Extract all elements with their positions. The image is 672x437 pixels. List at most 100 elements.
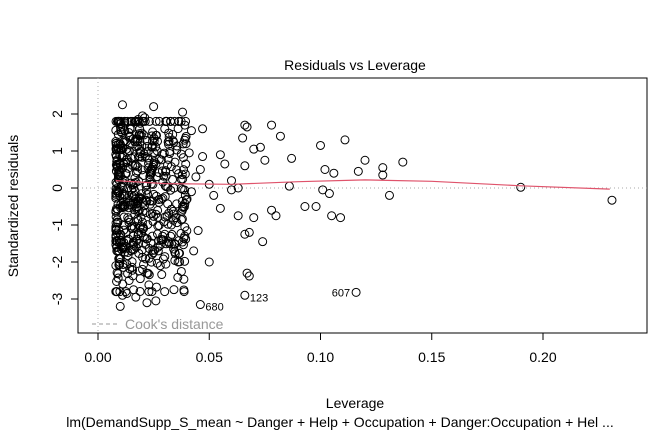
data-point (191, 172, 201, 182)
y-tick-label: 0 (49, 184, 65, 192)
data-point (115, 254, 125, 264)
data-point (178, 107, 188, 117)
data-point (181, 234, 191, 244)
data-point (158, 193, 168, 203)
data-point (139, 130, 149, 140)
data-point (181, 139, 191, 149)
x-tick-label: 0.05 (196, 349, 223, 365)
data-point (233, 211, 243, 221)
data-point (240, 229, 250, 239)
data-point (179, 165, 189, 175)
data-point (179, 274, 189, 284)
plot-frame (77, 77, 648, 334)
data-point (111, 149, 121, 159)
data-point (198, 152, 208, 162)
data-point (142, 180, 152, 190)
data-point (186, 126, 196, 136)
data-point (167, 229, 177, 239)
data-point (111, 189, 121, 199)
data-point (384, 190, 394, 200)
data-point (145, 196, 155, 206)
y-tick-label: 1 (49, 147, 65, 155)
data-point (118, 259, 128, 269)
data-point (161, 116, 171, 126)
data-point (139, 259, 149, 269)
data-point (284, 181, 294, 191)
data-point (128, 134, 138, 144)
data-point (329, 168, 339, 178)
data-point (161, 167, 171, 177)
data-point (178, 139, 188, 149)
data-point (116, 200, 126, 210)
data-point (166, 204, 176, 214)
x-tick-label: 0.00 (84, 349, 111, 365)
data-point (176, 228, 186, 238)
data-point (287, 153, 297, 163)
data-point (149, 102, 159, 112)
data-point (135, 286, 145, 296)
data-point (158, 235, 168, 245)
data-point (124, 215, 134, 225)
data-point (173, 272, 183, 282)
data-point (133, 206, 143, 216)
data-point (125, 200, 135, 210)
data-point (151, 116, 161, 126)
data-point (138, 252, 148, 262)
data-point (131, 292, 141, 302)
point-label: 123 (250, 292, 268, 304)
data-point (167, 239, 177, 249)
data-point (260, 155, 270, 165)
data-point (120, 136, 130, 146)
data-point (134, 266, 144, 276)
data-point (178, 153, 188, 163)
data-point (111, 140, 121, 150)
data-point (204, 257, 214, 267)
data-point (111, 240, 121, 250)
data-point (111, 138, 121, 148)
data-point (123, 183, 133, 193)
data-point (128, 271, 138, 281)
data-point (136, 212, 146, 222)
data-point (123, 157, 133, 167)
x-tick-label: 0.15 (418, 349, 445, 365)
data-point (122, 116, 132, 126)
data-point (179, 285, 189, 295)
data-point (378, 170, 388, 180)
data-point (209, 190, 219, 200)
data-point (172, 145, 182, 155)
data-point (133, 166, 143, 176)
data-point (157, 270, 167, 280)
data-point (275, 131, 285, 141)
data-point (177, 196, 187, 206)
data-point (131, 160, 141, 170)
data-point (144, 287, 154, 297)
data-point (300, 202, 310, 211)
data-point (135, 274, 145, 284)
data-point (122, 259, 132, 269)
data-point (238, 133, 248, 143)
data-point (143, 190, 153, 200)
data-point (242, 268, 252, 278)
data-point (118, 150, 128, 160)
data-point (130, 209, 140, 219)
data-point (316, 140, 325, 150)
data-point (181, 159, 191, 169)
data-point (271, 211, 281, 221)
data-point (244, 227, 254, 237)
data-point (189, 246, 199, 256)
data-point (161, 259, 171, 269)
data-point (318, 185, 328, 195)
data-point (149, 157, 159, 167)
data-point (117, 100, 127, 110)
data-point (340, 135, 350, 145)
data-point (121, 169, 131, 179)
data-point (607, 195, 617, 205)
point-label: 607 (332, 287, 350, 299)
data-point (267, 205, 277, 215)
data-point (153, 221, 163, 231)
data-point (144, 116, 154, 126)
data-point (148, 179, 158, 189)
data-point (128, 180, 138, 190)
data-point (398, 157, 408, 167)
